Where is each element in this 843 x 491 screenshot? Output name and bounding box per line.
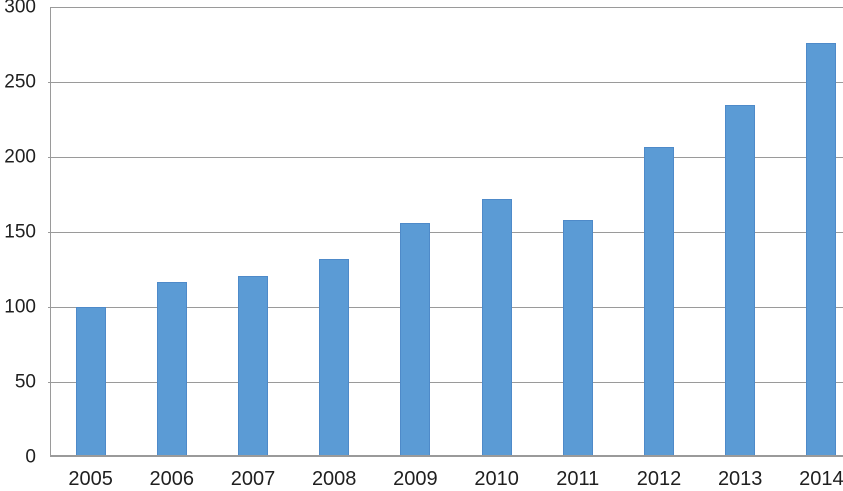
gridline-150 <box>48 232 843 233</box>
x-tick-label-2010: 2010 <box>474 468 519 490</box>
x-tick-label-2014: 2014 <box>799 468 843 490</box>
bar-2011 <box>562 220 593 457</box>
x-tick-label-2011: 2011 <box>556 468 600 490</box>
bar-2008 <box>319 259 350 457</box>
y-tick-label-150: 150 <box>4 221 36 243</box>
y-tick-label-200: 200 <box>4 146 36 168</box>
x-tick-label-2006: 2006 <box>149 468 195 490</box>
x-tick-label-2009: 2009 <box>393 468 438 490</box>
x-tick-label-2005: 2005 <box>68 468 113 490</box>
gridline-250 <box>48 82 843 83</box>
bar-2007 <box>238 275 268 457</box>
x-tick-label-2008: 2008 <box>311 468 357 490</box>
y-tick-label-300: 300 <box>4 0 36 18</box>
gridline-200 <box>48 157 843 158</box>
bar-2013 <box>725 104 756 457</box>
y-tick-label-100: 100 <box>4 296 36 318</box>
bar-2009 <box>400 223 431 457</box>
y-tick-label-50: 50 <box>14 371 36 393</box>
bar-2005 <box>75 307 106 457</box>
y-tick-label-0: 0 <box>25 446 36 468</box>
x-tick-label-2012: 2012 <box>636 468 682 490</box>
plot-area <box>48 7 843 457</box>
gridline-50 <box>48 382 843 383</box>
gridline-100 <box>48 307 843 308</box>
x-tick-label-2013: 2013 <box>717 468 763 490</box>
bar-2014 <box>806 43 837 457</box>
bar-2010 <box>481 199 512 457</box>
x-tick-label-2007: 2007 <box>230 468 276 490</box>
x-axis-line <box>50 455 843 457</box>
y-tick-label-250: 250 <box>4 71 36 93</box>
bar-2012 <box>644 146 674 457</box>
bar-2006 <box>156 281 187 457</box>
